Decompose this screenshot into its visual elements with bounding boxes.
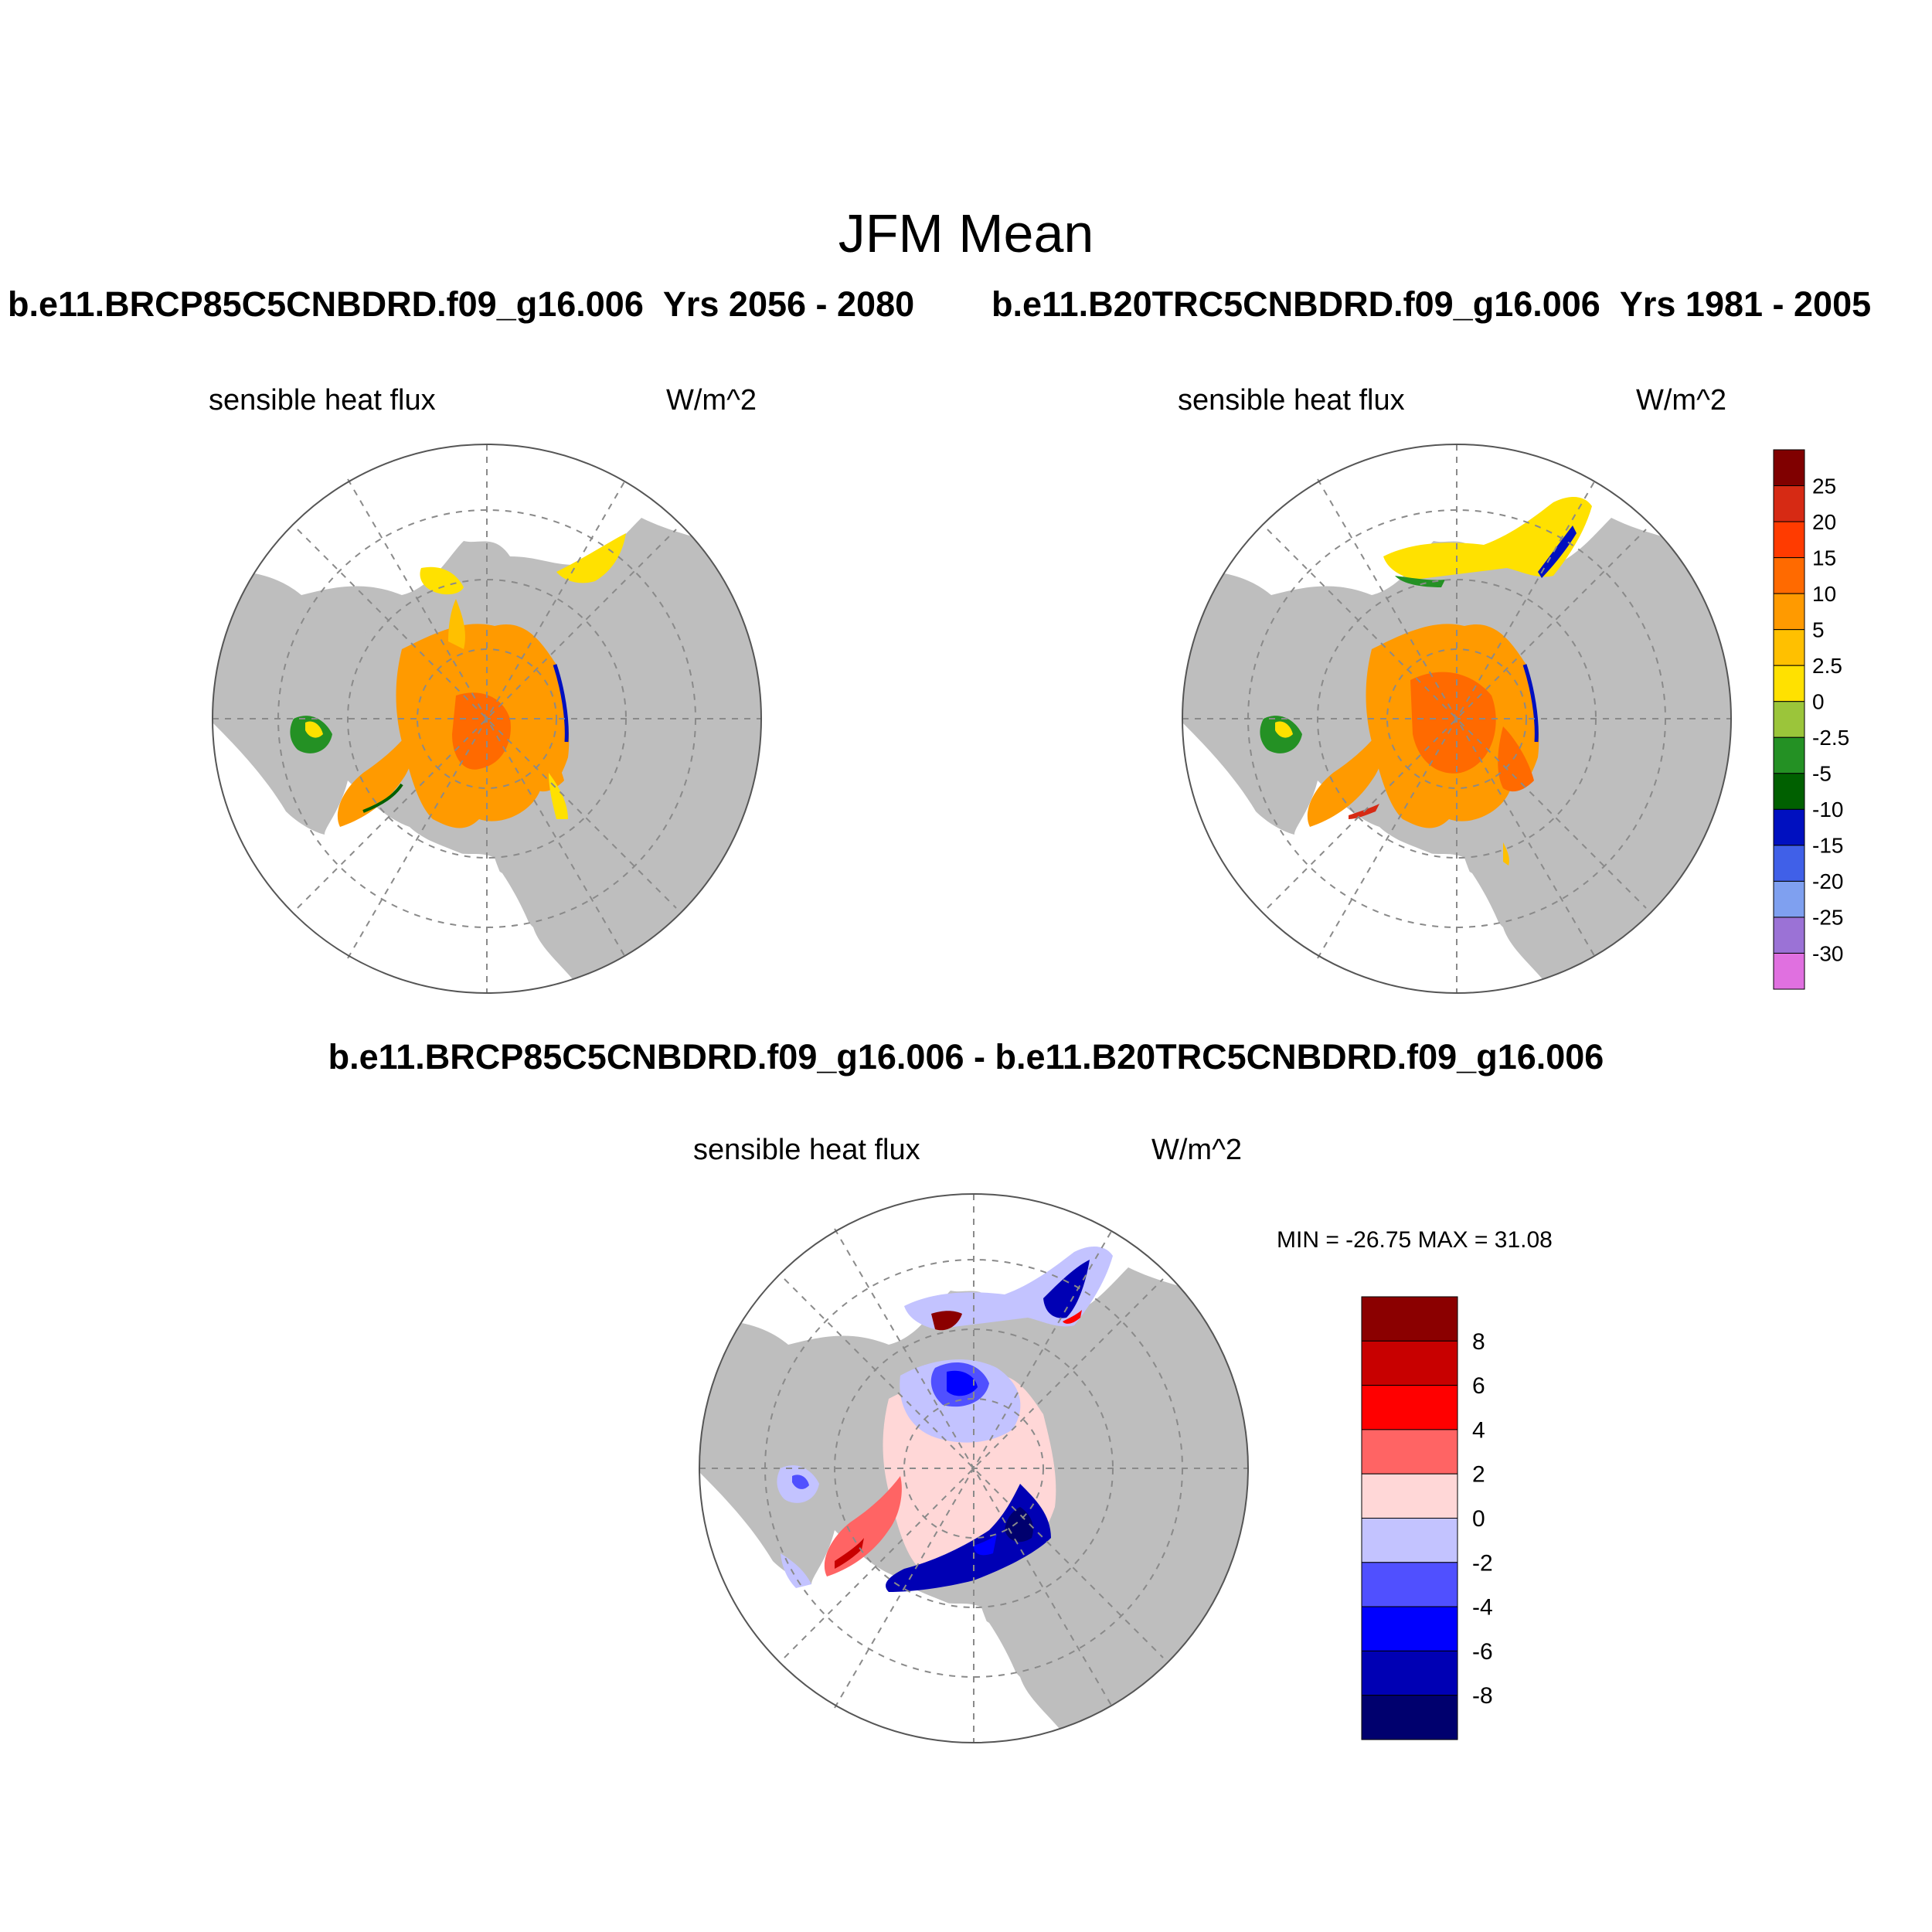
diff-colorbar-tick-label-8: -8 (1472, 1683, 1493, 1709)
difference-title: b.e11.BRCP85C5CNBDRD.f09_g16.006 - b.e11… (328, 1037, 1604, 1077)
diff-colorbar-tick-label-6: -4 (1472, 1595, 1493, 1621)
colorbar-difference: 8 6 4 2 0 -2 -4 -6 -8 (1361, 1296, 1493, 1740)
diff-variable-label: sensible heat flux (693, 1134, 920, 1166)
abs-colorbar-tick-label-13: -30 (1812, 941, 1843, 965)
min-max-label: MIN = -26.75 MAX = 31.08 (1277, 1227, 1553, 1253)
abs-colorbar-tick-label-4: 5 (1812, 617, 1825, 641)
diff-colorbar-box-7 (1361, 1606, 1458, 1651)
abs-colorbar-box-10 (1773, 808, 1805, 846)
abs-colorbar-tick-label-2: 15 (1812, 546, 1836, 570)
diff-colorbar-box-3 (1361, 1429, 1458, 1475)
diff-colorbar-box-2 (1361, 1385, 1458, 1430)
right-years: Yrs 1981 - 2005 (1619, 284, 1872, 324)
left-years: Yrs 2056 - 2080 (662, 284, 915, 324)
map-left (212, 444, 762, 994)
diff-colorbar-box-5 (1361, 1518, 1458, 1563)
diff-colorbar-tick-label-3: 2 (1472, 1462, 1485, 1488)
abs-colorbar-box-1 (1773, 485, 1805, 522)
abs-colorbar-box-7 (1773, 701, 1805, 738)
right-panel-case: b.e11.B20TRC5CNBDRD.f09_g16.006 Yrs 1981… (992, 284, 1871, 325)
right-variable-label: sensible heat flux (1178, 384, 1405, 417)
figure-title: JFM Mean (838, 203, 1094, 264)
colorbar-absolute: 25 20 15 10 5 2.5 0 -2.5 -5 -10 -15 -20 -25 -30 (1773, 449, 1849, 990)
abs-colorbar-tick-label-0: 25 (1812, 474, 1836, 498)
abs-colorbar-tick-label-7: -2.5 (1812, 726, 1849, 750)
abs-colorbar-box-8 (1773, 736, 1805, 774)
diff-colorbar-box-4 (1361, 1473, 1458, 1519)
diff-colorbar-tick-label-4: 0 (1472, 1506, 1485, 1532)
abs-colorbar-tick-label-11: -20 (1812, 869, 1843, 893)
abs-colorbar-box-0 (1773, 449, 1805, 487)
abs-colorbar-box-14 (1773, 952, 1805, 990)
diff-colorbar-tick-label-0: 8 (1472, 1329, 1485, 1355)
map-right (1182, 444, 1732, 994)
abs-colorbar-tick-label-12: -25 (1812, 906, 1843, 930)
abs-colorbar-box-13 (1773, 917, 1805, 954)
map-diff (699, 1193, 1249, 1743)
abs-colorbar-box-9 (1773, 773, 1805, 810)
right-units-label: W/m^2 (1636, 384, 1727, 417)
abs-colorbar-tick-label-10: -15 (1812, 834, 1843, 858)
diff-colorbar-box-1 (1361, 1340, 1458, 1386)
abs-colorbar-box-12 (1773, 880, 1805, 918)
abs-colorbar-box-6 (1773, 665, 1805, 702)
abs-colorbar-box-4 (1773, 593, 1805, 631)
left-case-name: b.e11.BRCP85C5CNBDRD.f09_g16.006 (8, 284, 644, 324)
abs-colorbar-box-5 (1773, 629, 1805, 666)
abs-colorbar-tick-label-1: 20 (1812, 510, 1836, 534)
abs-colorbar-tick-label-6: 0 (1812, 690, 1825, 714)
diff-units-label: W/m^2 (1151, 1134, 1243, 1166)
diff-colorbar-box-8 (1361, 1650, 1458, 1696)
diff-colorbar-tick-label-7: -6 (1472, 1639, 1493, 1665)
abs-colorbar-tick-label-5: 2.5 (1812, 654, 1842, 678)
diff-colorbar-box-9 (1361, 1695, 1458, 1740)
abs-colorbar-box-2 (1773, 521, 1805, 559)
abs-colorbar-box-11 (1773, 845, 1805, 882)
left-units-label: W/m^2 (666, 384, 757, 417)
diff-colorbar-tick-label-2: 4 (1472, 1417, 1485, 1443)
diff-colorbar-tick-label-5: -2 (1472, 1550, 1493, 1576)
abs-colorbar-tick-label-9: -10 (1812, 798, 1843, 821)
diff-colorbar-tick-label-1: 6 (1472, 1373, 1485, 1399)
diff-colorbar-box-0 (1361, 1296, 1458, 1342)
abs-colorbar-box-3 (1773, 557, 1805, 594)
abs-colorbar-tick-label-3: 10 (1812, 582, 1836, 606)
left-panel-case: b.e11.BRCP85C5CNBDRD.f09_g16.006 Yrs 205… (8, 284, 914, 325)
left-variable-label: sensible heat flux (209, 384, 436, 417)
diff-colorbar-box-6 (1361, 1562, 1458, 1607)
right-case-name: b.e11.B20TRC5CNBDRD.f09_g16.006 (992, 284, 1600, 324)
abs-colorbar-tick-label-8: -5 (1812, 762, 1832, 786)
